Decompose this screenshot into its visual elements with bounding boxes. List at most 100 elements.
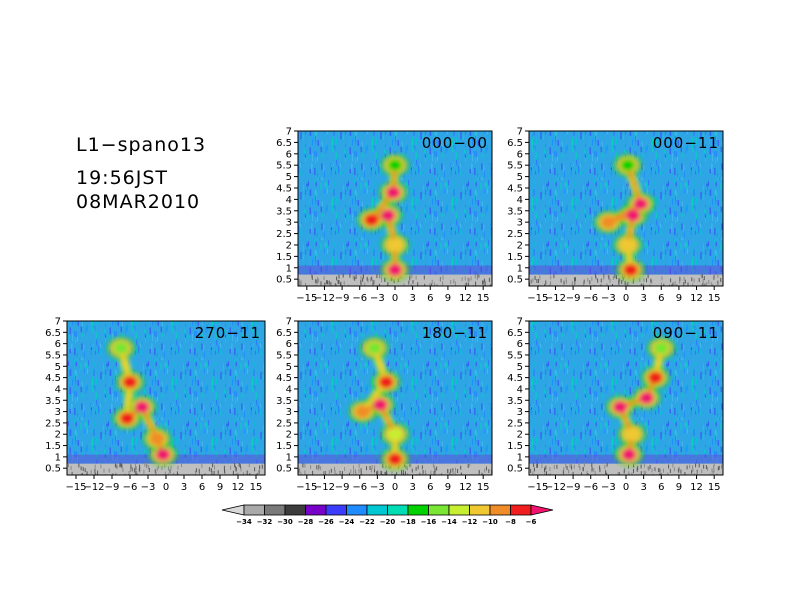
x-tick-label: 9 <box>445 482 451 493</box>
echo-feature-2 <box>620 238 635 251</box>
y-tick-label: 1 <box>286 452 292 463</box>
colorbar-label: −14 <box>441 518 457 526</box>
y-tick-label: 4.5 <box>276 183 292 194</box>
x-tick-label: −6 <box>583 293 598 304</box>
y-tick-label: 2 <box>286 240 292 251</box>
y-tick-label: 5.5 <box>507 350 523 361</box>
y-tick-label: 1.5 <box>507 252 523 263</box>
colorbar-label: −6 <box>526 518 537 526</box>
y-tick-label: 4 <box>517 195 523 206</box>
y-tick-label: 5 <box>286 362 292 373</box>
echo-feature-4 <box>639 392 654 404</box>
y-tick-label: 4.5 <box>45 373 61 384</box>
echo-feature-3 <box>380 209 395 222</box>
colorbar-segment <box>264 504 286 516</box>
echo-feature-4 <box>120 412 134 425</box>
x-tick-label: 12 <box>459 293 472 304</box>
y-tick-label: 6.5 <box>276 328 292 339</box>
x-tick-label: −3 <box>601 293 616 304</box>
y-tick-label: 7 <box>55 317 61 328</box>
x-tick-label: −6 <box>352 293 367 304</box>
colorbar-label: −24 <box>339 518 355 526</box>
echo-feature-1 <box>388 264 402 277</box>
y-tick-label: 5.5 <box>276 350 292 361</box>
colorbar-segment <box>428 504 450 516</box>
colorbar-label: −26 <box>318 518 334 526</box>
y-tick-label: 6.5 <box>507 138 523 149</box>
colorbar-label: −30 <box>277 518 293 526</box>
x-tick-label: 6 <box>658 482 664 493</box>
x-tick-label: 9 <box>445 293 451 304</box>
y-tick-label: 3.5 <box>507 206 523 217</box>
x-tick-label: −9 <box>566 482 581 493</box>
y-tick-label: 2 <box>517 430 523 441</box>
colorbar-label: −12 <box>462 518 478 526</box>
echo-feature-2 <box>388 428 402 441</box>
x-tick-label: 9 <box>676 482 682 493</box>
x-tick-label: −12 <box>83 482 104 493</box>
x-tick-label: 3 <box>409 482 415 493</box>
colorbar-segment <box>448 504 470 516</box>
colorbar-label: −28 <box>298 518 314 526</box>
x-tick-label: −12 <box>545 482 566 493</box>
y-tick-label: 3 <box>517 218 523 229</box>
colorbar-label: −18 <box>400 518 416 526</box>
x-tick-label: 12 <box>232 482 245 493</box>
y-tick-label: 3 <box>286 218 292 229</box>
colorbar-label: −8 <box>505 518 516 526</box>
echo-feature-4 <box>355 405 370 418</box>
y-tick-label: 6 <box>517 149 523 160</box>
y-tick-label: 1 <box>517 452 523 463</box>
colorbar-label: −20 <box>380 518 396 526</box>
x-tick-label: −3 <box>370 293 385 304</box>
y-tick-label: 2.5 <box>507 229 523 240</box>
x-tick-label: 3 <box>409 293 415 304</box>
y-tick-label: 2.5 <box>276 229 292 240</box>
y-tick-label: 5.5 <box>507 161 523 172</box>
y-tick-label: 6 <box>55 339 61 350</box>
y-tick-label: 0.5 <box>507 464 523 475</box>
colorbar-extend-high <box>530 504 554 516</box>
x-tick-label: −9 <box>105 482 120 493</box>
echo-feature-5 <box>633 197 648 210</box>
echo-feature-6 <box>388 159 402 172</box>
echo-feature-6 <box>620 159 635 172</box>
y-tick-label: 1.5 <box>276 441 292 452</box>
y-tick-label: 1 <box>55 452 61 463</box>
colorbar-segment <box>366 504 388 516</box>
colorbar-label: −34 <box>236 518 252 526</box>
y-tick-label: 0.5 <box>276 275 292 286</box>
y-tick-label: 1.5 <box>507 441 523 452</box>
echo-feature-4 <box>364 213 379 226</box>
x-tick-label: −12 <box>314 482 335 493</box>
y-tick-label: 5 <box>286 172 292 183</box>
y-tick-label: 2 <box>55 430 61 441</box>
panel-3: 270−11−15−12 −9 −6 −3 0 3 6 9 12 150.511.522.533.… <box>45 317 266 493</box>
panel-2: 000−11−15−12 −9 −6 −3 0 3 6 9 12 150.511.522.533.… <box>507 127 724 304</box>
x-tick-label: 15 <box>477 482 490 493</box>
figure-date: 08MAR2010 <box>76 191 201 213</box>
x-tick-label: 15 <box>708 293 721 304</box>
echo-feature-2 <box>150 432 164 445</box>
echo-feature-5 <box>386 186 401 199</box>
x-tick-label: 6 <box>199 482 205 493</box>
echo-feature-6 <box>654 342 669 355</box>
y-tick-label: 2.5 <box>45 418 61 429</box>
echo-feature-3 <box>626 209 641 222</box>
y-tick-label: 3 <box>55 407 61 418</box>
x-tick-label: 0 <box>163 482 169 493</box>
colorbar-extend-low <box>221 504 245 516</box>
echo-feature-3 <box>373 398 388 411</box>
ground-clutter-band <box>529 463 723 475</box>
y-tick-label: 3 <box>517 407 523 418</box>
y-tick-label: 3.5 <box>276 396 292 407</box>
y-tick-label: 2.5 <box>276 418 292 429</box>
x-tick-label: 15 <box>708 482 721 493</box>
y-tick-label: 7 <box>286 127 292 138</box>
y-tick-label: 4.5 <box>507 373 523 384</box>
x-tick-label: −6 <box>583 482 598 493</box>
x-tick-label: 9 <box>676 293 682 304</box>
y-tick-label: 6.5 <box>45 328 61 339</box>
x-tick-label: 15 <box>477 293 490 304</box>
colorbar-segment <box>387 504 409 516</box>
